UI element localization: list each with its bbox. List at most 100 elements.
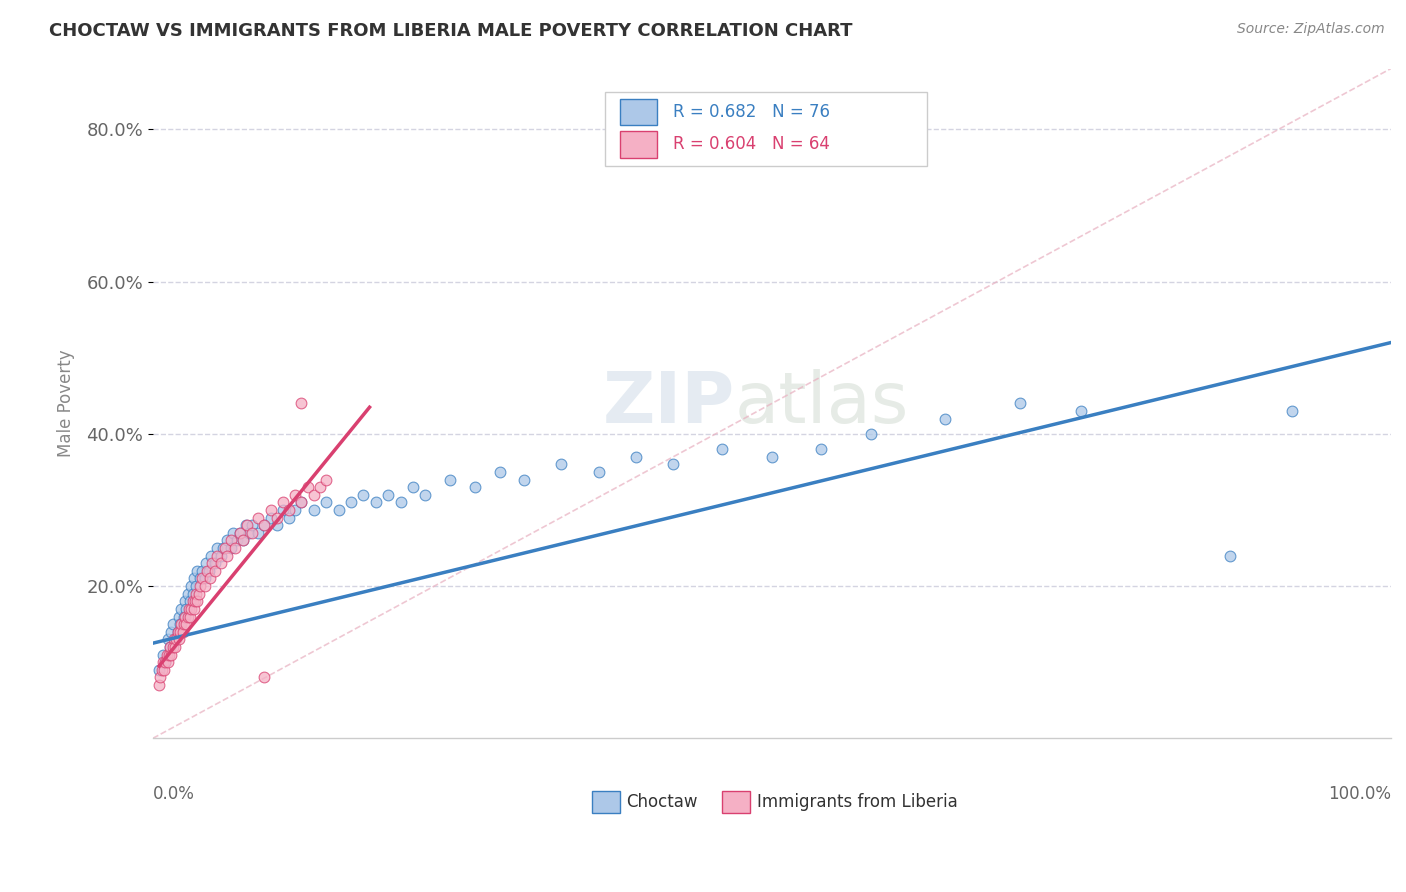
Point	[240, 518, 263, 533]
Point	[167, 632, 190, 647]
Point	[588, 465, 610, 479]
Point	[488, 465, 510, 479]
Point	[153, 663, 176, 677]
Point	[513, 473, 536, 487]
Text: R = 0.604   N = 64: R = 0.604 N = 64	[673, 136, 830, 153]
Point	[157, 648, 180, 662]
Point	[238, 525, 260, 540]
Text: CHOCTAW VS IMMIGRANTS FROM LIBERIA MALE POVERTY CORRELATION CHART: CHOCTAW VS IMMIGRANTS FROM LIBERIA MALE …	[49, 22, 852, 40]
Point	[290, 396, 312, 410]
Point	[271, 495, 294, 509]
Point	[439, 473, 461, 487]
Point	[224, 541, 246, 555]
Point	[550, 458, 572, 472]
Point	[166, 624, 188, 639]
Point	[228, 525, 250, 540]
Point	[169, 617, 191, 632]
Point	[1219, 549, 1241, 563]
Point	[284, 503, 307, 517]
Point	[352, 488, 374, 502]
Point	[191, 564, 214, 578]
Point	[204, 556, 226, 570]
Point	[219, 541, 242, 555]
Point	[266, 518, 288, 533]
Point	[187, 587, 209, 601]
Point	[167, 609, 190, 624]
Point	[188, 572, 211, 586]
Point	[201, 556, 224, 570]
Point	[160, 648, 183, 662]
Point	[859, 426, 882, 441]
Point	[191, 572, 214, 586]
Point	[183, 572, 205, 586]
Point	[176, 609, 198, 624]
Point	[934, 411, 956, 425]
Point	[148, 678, 170, 692]
Point	[209, 556, 232, 570]
Point	[195, 564, 218, 578]
Point	[179, 609, 201, 624]
Point	[155, 648, 177, 662]
Point	[340, 495, 363, 509]
Point	[165, 632, 187, 647]
Point	[217, 549, 239, 563]
Point	[222, 525, 245, 540]
Point	[247, 525, 270, 540]
Point	[309, 480, 332, 494]
Text: Source: ZipAtlas.com: Source: ZipAtlas.com	[1237, 22, 1385, 37]
Point	[166, 624, 188, 639]
FancyBboxPatch shape	[620, 99, 657, 126]
Point	[152, 648, 174, 662]
Point	[150, 663, 173, 677]
Point	[170, 617, 193, 632]
Point	[180, 602, 202, 616]
Y-axis label: Male Poverty: Male Poverty	[58, 350, 75, 458]
Point	[162, 640, 184, 654]
Point	[186, 594, 208, 608]
Point	[179, 594, 201, 608]
Point	[1281, 404, 1303, 418]
FancyBboxPatch shape	[723, 791, 749, 813]
Point	[297, 480, 319, 494]
Point	[186, 587, 208, 601]
Point	[253, 518, 276, 533]
Point	[170, 602, 193, 616]
Point	[177, 602, 200, 616]
Point	[207, 541, 229, 555]
Point	[212, 541, 235, 555]
Point	[253, 670, 276, 684]
Point	[235, 518, 257, 533]
Point	[247, 510, 270, 524]
Text: 0.0%: 0.0%	[153, 785, 195, 803]
Point	[253, 518, 276, 533]
Point	[165, 640, 187, 654]
Point	[198, 572, 221, 586]
Point	[290, 495, 312, 509]
Point	[364, 495, 387, 509]
Point	[174, 594, 197, 608]
Point	[302, 488, 325, 502]
Point	[165, 632, 187, 647]
FancyBboxPatch shape	[592, 791, 620, 813]
Point	[226, 533, 249, 548]
FancyBboxPatch shape	[620, 131, 657, 158]
Point	[162, 617, 184, 632]
Point	[219, 533, 242, 548]
Point	[152, 655, 174, 669]
Point	[200, 549, 222, 563]
Point	[228, 525, 250, 540]
Point	[155, 655, 177, 669]
Point	[176, 617, 198, 632]
Point	[195, 556, 218, 570]
Point	[266, 510, 288, 524]
Point	[176, 602, 198, 616]
Point	[180, 579, 202, 593]
Text: R = 0.682   N = 76: R = 0.682 N = 76	[673, 103, 830, 121]
Point	[173, 609, 195, 624]
Point	[232, 533, 254, 548]
Point	[184, 594, 207, 608]
Point	[278, 503, 301, 517]
Point	[172, 624, 194, 639]
Point	[149, 670, 172, 684]
Point	[188, 579, 211, 593]
